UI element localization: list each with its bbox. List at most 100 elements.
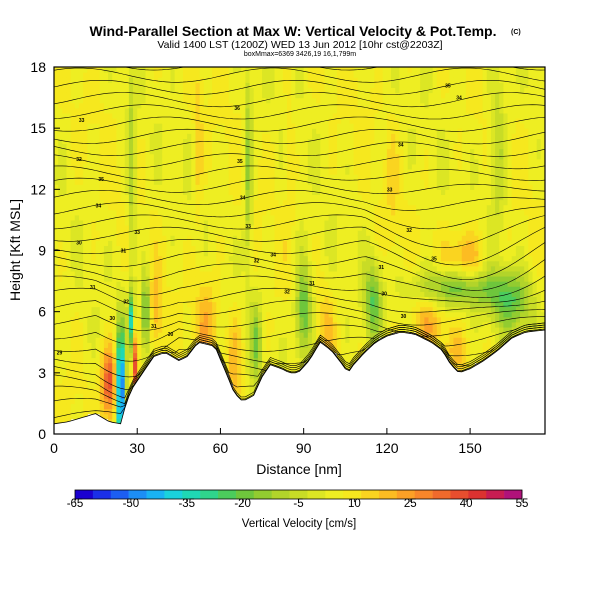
w-cell (83, 321, 88, 328)
w-cell (274, 260, 280, 267)
w-cell (357, 123, 363, 129)
w-cell (162, 138, 167, 145)
w-cell (282, 342, 288, 348)
w-cell (149, 230, 155, 236)
w-cell (391, 235, 396, 241)
w-cell (162, 291, 167, 297)
w-cell (62, 321, 68, 328)
w-cell (112, 87, 118, 94)
w-cell (133, 240, 138, 247)
w-cell (361, 194, 367, 201)
w-cell (74, 163, 80, 170)
w-cell (120, 306, 126, 313)
w-cell (328, 235, 334, 241)
w-cell (220, 107, 226, 114)
w-cell (91, 189, 97, 196)
w-cell (195, 255, 201, 262)
w-cell (253, 143, 259, 150)
w-cell (282, 184, 288, 190)
w-cell (245, 301, 251, 308)
w-cell (66, 332, 72, 338)
w-cell (66, 194, 72, 201)
w-cell (207, 102, 213, 109)
w-cell (341, 240, 346, 247)
w-cell (303, 286, 309, 292)
w-cell (83, 347, 88, 354)
w-cell (262, 296, 267, 303)
w-cell (58, 158, 63, 165)
w-cell (187, 138, 192, 145)
w-cell (174, 281, 180, 287)
w-cell (133, 301, 138, 308)
w-cell (162, 240, 167, 247)
w-cell (349, 72, 355, 78)
w-cell (54, 133, 59, 139)
w-cell (133, 143, 138, 150)
w-cell (324, 112, 330, 119)
w-cell (149, 143, 155, 150)
w-cell (141, 230, 147, 236)
w-cell (299, 189, 305, 196)
w-cell (224, 199, 230, 206)
w-cell (74, 367, 80, 374)
w-cell (391, 240, 396, 247)
w-cell (249, 270, 255, 277)
w-cell (391, 255, 396, 262)
w-cell (220, 204, 226, 211)
w-cell (220, 184, 226, 190)
w-cell (332, 219, 338, 226)
w-cell (203, 117, 209, 124)
w-cell (128, 372, 134, 379)
w-cell (361, 281, 367, 287)
w-cell (174, 153, 180, 160)
w-cell (278, 107, 284, 114)
w-cell (257, 184, 263, 190)
w-cell (291, 286, 296, 292)
w-cell (191, 179, 197, 185)
w-cell (178, 133, 184, 139)
w-cell (54, 393, 59, 399)
w-cell (237, 214, 242, 221)
w-cell (91, 194, 97, 201)
w-cell (341, 143, 346, 150)
w-cell (199, 87, 205, 94)
w-cell (262, 260, 267, 267)
w-cell (182, 225, 188, 231)
w-cell (128, 250, 134, 257)
w-cell (141, 311, 147, 318)
w-cell (353, 347, 359, 354)
w-cell (361, 240, 367, 247)
w-cell (70, 255, 76, 262)
w-cell (320, 123, 326, 129)
w-cell (70, 362, 76, 369)
w-cell (83, 235, 88, 241)
w-cell (137, 362, 142, 369)
w-cell (74, 377, 80, 384)
w-cell (374, 168, 380, 175)
w-cell (349, 332, 355, 338)
w-cell (212, 250, 217, 257)
w-cell (374, 148, 380, 155)
w-cell (112, 107, 118, 114)
w-cell (133, 225, 138, 231)
w-cell (158, 281, 163, 287)
w-cell (278, 123, 284, 129)
w-cell (116, 311, 122, 318)
w-cell (349, 133, 355, 139)
w-cell (124, 362, 130, 369)
w-cell (270, 107, 276, 114)
w-cell (307, 148, 313, 155)
w-cell (220, 286, 226, 292)
w-cell (328, 189, 334, 196)
w-cell (378, 72, 384, 78)
chart-subtitle: Valid 1400 LST (1200Z) WED 13 Jun 2012 [… (157, 39, 442, 51)
w-cell (145, 143, 151, 150)
w-cell (153, 82, 159, 88)
w-cell (178, 77, 184, 83)
w-cell (83, 393, 88, 399)
w-cell (66, 388, 72, 394)
w-cell (257, 209, 263, 216)
w-cell (303, 163, 309, 170)
w-cell (78, 87, 84, 94)
w-cell (291, 214, 296, 221)
